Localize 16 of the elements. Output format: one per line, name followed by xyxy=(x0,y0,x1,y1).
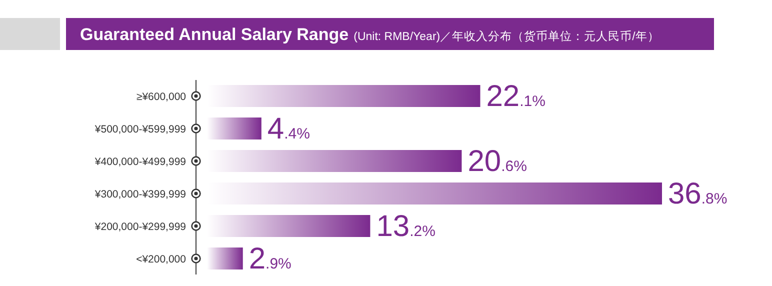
chart-title: Guaranteed Annual Salary Range xyxy=(80,25,349,44)
y-tick-label: ¥200,000-¥299,999 xyxy=(94,221,186,233)
y-tick-label: ¥500,000-¥599,999 xyxy=(94,124,186,136)
data-label: 22.1% xyxy=(486,80,546,113)
data-label: 13.2% xyxy=(376,210,436,243)
data-label: 20.6% xyxy=(468,145,527,178)
chart-subtitle: (Unit: RMB/Year)／年收入分布（货币单位：元人民币/年） xyxy=(354,29,660,43)
y-tick-label: ¥300,000-¥399,999 xyxy=(94,188,186,200)
y-tick-label: ≥¥600,000 xyxy=(136,91,186,103)
y-tick-label: <¥200,000 xyxy=(136,254,186,266)
bar xyxy=(207,248,243,270)
bar xyxy=(207,118,262,140)
data-label: 36.8% xyxy=(668,178,728,210)
data-label: 2.9% xyxy=(248,242,292,276)
y-tick-label: ¥400,000-¥499,999 xyxy=(94,156,186,168)
data-label: 4.4% xyxy=(267,112,310,146)
